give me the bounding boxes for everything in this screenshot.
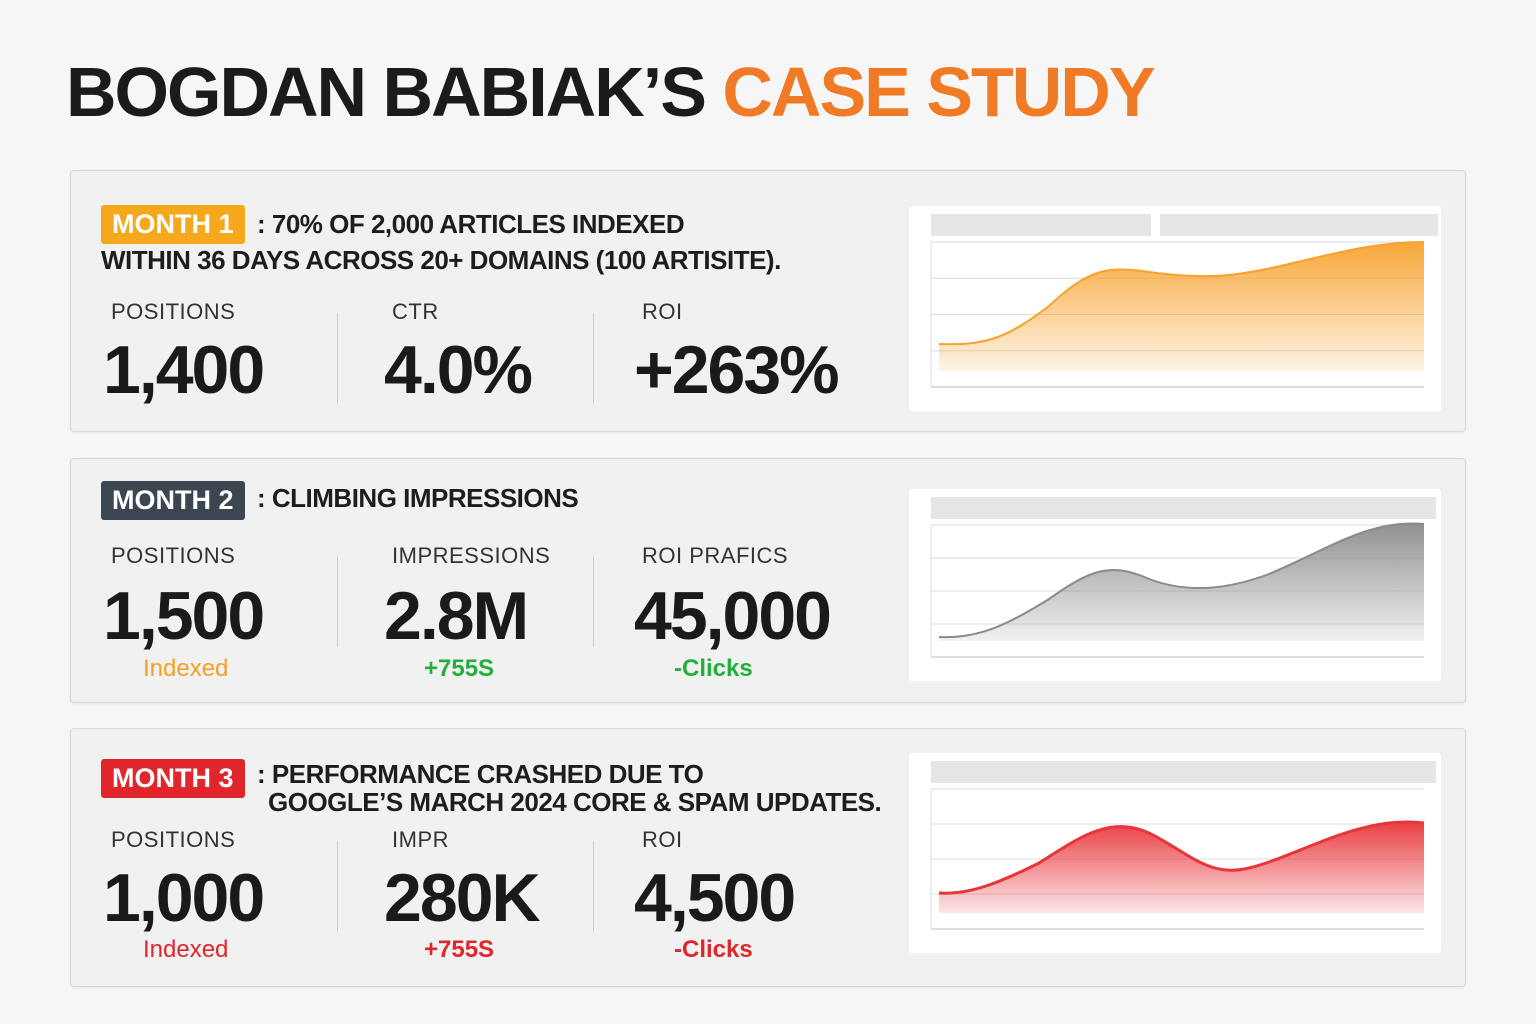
area-chart — [930, 761, 1436, 930]
month-badge: MONTH 3 — [101, 759, 245, 798]
card: MONTH 1 : 70% OF 2,000 ARTICLES INDEXED WI… — [70, 170, 1466, 432]
title-main: BOGDAN BABIAK’S — [66, 53, 707, 131]
area-line — [938, 820, 1425, 895]
metric-value: 45,000 — [634, 578, 832, 654]
metric-value: 1,400 — [103, 332, 265, 408]
area-line — [938, 241, 1425, 346]
area-line — [938, 522, 1425, 639]
page-title: BOGDAN BABIAK’S CASE STUDY — [66, 52, 1156, 132]
metric-label: ROI PRAFICS — [642, 543, 789, 568]
chart-panel — [909, 206, 1441, 411]
headline: WITHIN 36 DAYS ACROSS 20+ DOMAINS (100 A… — [101, 245, 781, 275]
divider — [593, 557, 594, 647]
area — [939, 523, 1424, 641]
headline: : PERFORMANCE CRASHED DUE TO — [257, 759, 704, 789]
headline: GOOGLE’S MARCH 2024 CORE & SPAM UPDATES. — [268, 787, 882, 817]
metric-label: POSITIONS — [111, 543, 236, 568]
metric-sub: Indexed — [143, 936, 229, 963]
metric-label: CTR — [392, 299, 439, 324]
metric-sub: +755S — [424, 655, 495, 682]
month-badge: MONTH 1 — [101, 205, 245, 244]
headline: : CLIMBING IMPRESSIONS — [257, 483, 579, 513]
placeholder-bar — [931, 497, 1436, 519]
placeholder-bar — [931, 761, 1436, 783]
area-chart — [930, 214, 1438, 388]
placeholder-bar — [1160, 214, 1438, 236]
metric-label: POSITIONS — [111, 299, 236, 324]
area — [939, 821, 1424, 913]
metric-sub: +755S — [424, 936, 495, 963]
divider — [337, 557, 338, 647]
metric-value: 1,000 — [103, 860, 265, 936]
metric-sub: -Clicks — [674, 655, 753, 682]
month-badge: MONTH 2 — [101, 481, 245, 520]
metric-value: 2.8M — [384, 578, 529, 654]
area — [939, 242, 1424, 371]
headline: : 70% OF 2,000 ARTICLES INDEXED — [257, 209, 685, 239]
card: MONTH 3 : PERFORMANCE CRASHED DUE TO GOOGL… — [70, 728, 1466, 987]
metric-sub: -Clicks — [674, 936, 753, 963]
metric-label: IMPR — [392, 827, 449, 852]
placeholder-bar — [931, 214, 1151, 236]
chart-panel — [909, 489, 1441, 681]
title-accent: CASE STUDY — [722, 53, 1155, 131]
divider — [593, 313, 594, 403]
metric-value: 280K — [384, 860, 541, 936]
card: MONTH 2 : CLIMBING IMPRESSIONS POSITIONS 1,… — [70, 458, 1466, 703]
metric-label: ROI — [642, 299, 683, 324]
chart-panel — [909, 753, 1441, 953]
metric-value: 1,500 — [103, 578, 265, 654]
metric-label: POSITIONS — [111, 827, 236, 852]
metric-value: 4.0% — [384, 332, 533, 408]
area-chart — [930, 497, 1436, 658]
metric-value: +263% — [634, 332, 840, 408]
divider — [337, 841, 338, 931]
divider — [593, 841, 594, 931]
metric-value: 4,500 — [634, 860, 796, 936]
metric-label: IMPRESSIONS — [392, 543, 551, 568]
metric-sub: Indexed — [143, 655, 229, 682]
divider — [337, 313, 338, 403]
metric-label: ROI — [642, 827, 683, 852]
